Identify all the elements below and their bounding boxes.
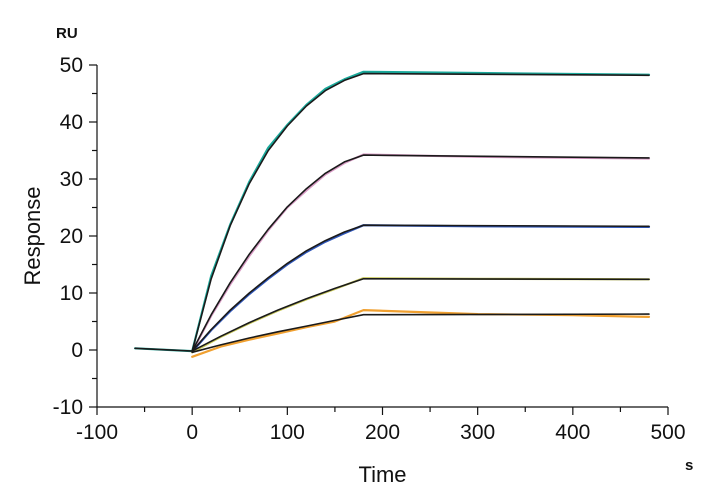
series-line-3	[191, 224, 651, 353]
y-tick-label: 20	[60, 225, 83, 248]
series-line-9	[191, 278, 650, 352]
series-line-7	[191, 154, 650, 352]
x-tick-label: 100	[270, 421, 305, 444]
y-tick-label: 10	[60, 282, 83, 305]
series-line-8	[191, 224, 650, 352]
series-line-1	[134, 70, 651, 353]
axis-labels: -100 0 100 200 300 400 500-1001020304050TimeRe…	[20, 25, 693, 487]
x-tick-label: 300	[460, 421, 495, 444]
y-unit-label: RU	[56, 25, 78, 42]
series-line-6	[134, 72, 650, 352]
series-line-2	[191, 153, 651, 353]
x-tick-label: 0	[186, 421, 198, 444]
axes	[89, 64, 669, 415]
x-tick-label: -100	[76, 421, 118, 444]
x-tick-label: 500	[650, 421, 685, 444]
y-tick-label: 40	[60, 111, 83, 134]
y-tick-label: -10	[53, 396, 83, 419]
x-tick-label: 200	[365, 421, 400, 444]
x-tick-label: 400	[555, 421, 590, 444]
x-unit-label: s	[685, 457, 693, 474]
series-line-10	[191, 313, 650, 354]
x-axis-title: Time	[358, 462, 406, 487]
y-tick-label: 50	[60, 54, 83, 77]
y-axis-title: Response	[20, 186, 45, 285]
y-tick-label: 30	[60, 168, 83, 191]
y-tick-label: 0	[71, 339, 83, 362]
series-lines	[134, 70, 651, 358]
